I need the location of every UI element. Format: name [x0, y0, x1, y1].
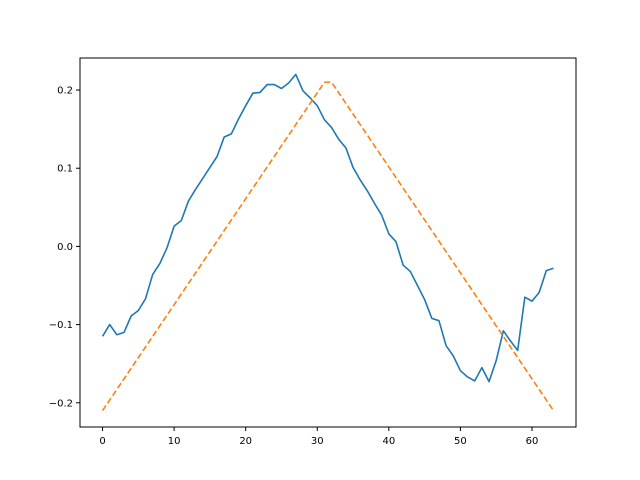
- x-tick-label: 20: [239, 436, 252, 447]
- series-line-1: [101, 73, 554, 383]
- series-line-2: [101, 81, 555, 412]
- x-tick-label: 0: [99, 436, 105, 447]
- y-tick-label: 0.2: [57, 86, 73, 97]
- x-tick-label: 60: [526, 436, 539, 447]
- y-tick-label: 0.1: [57, 164, 73, 175]
- y-axis: −0.2 −0.1 0.0 0.1 0.2: [49, 86, 80, 409]
- x-tick-label: 50: [454, 436, 467, 447]
- x-axis: 0 10 20 30 40 50 60: [99, 427, 538, 447]
- y-tick-label: 0.0: [57, 242, 73, 253]
- y-tick-label: −0.2: [49, 398, 73, 409]
- plot-frame: [79, 57, 577, 428]
- series-layer: [101, 73, 555, 412]
- x-tick-label: 30: [311, 436, 324, 447]
- y-tick-label: −0.1: [49, 320, 73, 331]
- x-tick-label: 40: [382, 436, 395, 447]
- x-tick-label: 10: [168, 436, 181, 447]
